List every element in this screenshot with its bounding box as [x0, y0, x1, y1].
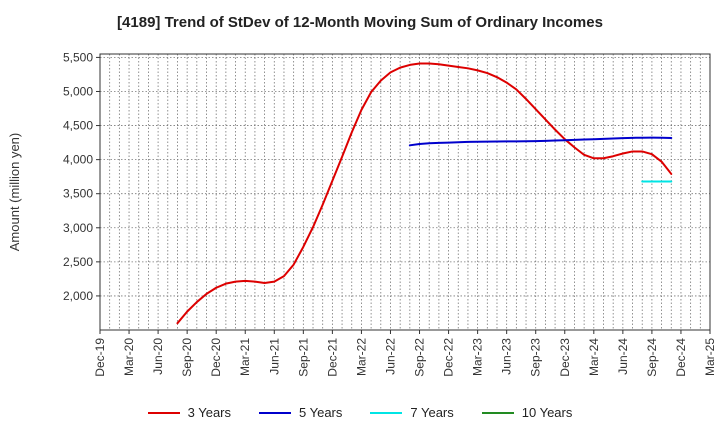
y-tick-label: 2,500: [63, 255, 93, 269]
x-tick-label: Mar-20: [122, 338, 136, 376]
x-tick-label: Dec-20: [209, 338, 223, 377]
y-tick-label: 3,500: [63, 187, 93, 201]
legend-swatch: [147, 411, 180, 414]
x-tick-label: Dec-19: [93, 338, 107, 377]
x-tick-label: Jun-21: [267, 338, 281, 375]
x-tick-label: Jun-23: [500, 338, 514, 375]
x-tick-label: Dec-22: [442, 338, 456, 377]
legend-label: 5 Years: [299, 405, 343, 420]
legend-swatch: [481, 411, 514, 414]
legend-label: 3 Years: [187, 405, 231, 420]
x-tick-label: Sep-23: [529, 338, 543, 377]
x-tick-label: Jun-22: [383, 338, 397, 375]
y-tick-label: 5,000: [63, 84, 93, 98]
series-line-3-years: [176, 62, 673, 325]
plot-frame: [99, 53, 711, 331]
y-tick-label: 4,000: [63, 153, 93, 167]
legend-swatch: [370, 411, 403, 414]
chart-title: [4189] Trend of StDev of 12-Month Moving…: [117, 14, 603, 31]
x-tick-label: Dec-24: [674, 338, 688, 377]
series-line-5-years: [408, 136, 673, 147]
x-tick-label: Mar-22: [354, 338, 368, 376]
legend-swatch: [259, 411, 291, 414]
x-tick-label: Jun-20: [151, 338, 165, 375]
x-tick-label: Sep-24: [645, 338, 659, 377]
chart-legend: 3 Years 5 Years 7 Years 10 Years: [0, 405, 720, 420]
legend-label: 10 Years: [521, 405, 573, 420]
x-tick-label: Jun-24: [616, 338, 630, 375]
x-tick-label: Dec-21: [325, 338, 339, 377]
legend-item-3-years: 3 Years: [147, 405, 231, 420]
y-tick-label: 4,500: [63, 119, 93, 133]
legend-label: 7 Years: [410, 405, 454, 420]
legend-item-10-years: 10 Years: [481, 405, 573, 420]
x-tick-label: Sep-20: [180, 338, 194, 377]
legend-item-7-years: 7 Years: [370, 405, 454, 420]
x-tick-label: Mar-23: [471, 338, 485, 376]
y-axis-label: Amount (million yen): [7, 133, 22, 252]
x-tick-label: Sep-22: [413, 338, 427, 377]
y-tick-label: 5,500: [63, 50, 93, 64]
x-tick-label: Sep-21: [296, 338, 310, 377]
x-tick-label: Mar-24: [587, 338, 601, 376]
y-tick-label: 2,000: [63, 289, 93, 303]
x-tick-label: Mar-21: [238, 338, 252, 376]
x-tick-label: Dec-23: [558, 338, 572, 377]
y-tick-label: 3,000: [63, 221, 93, 235]
x-tick-label: Mar-25: [703, 338, 717, 376]
legend-item-5-years: 5 Years: [259, 405, 342, 420]
